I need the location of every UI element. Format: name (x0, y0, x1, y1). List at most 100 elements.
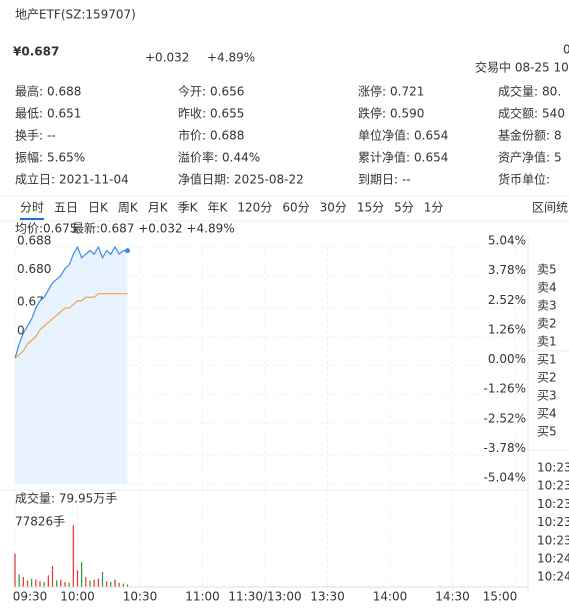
volume-bar (14, 553, 16, 587)
x-tick-label: 14:30 (435, 590, 470, 604)
status: 交易中 08-25 10: (475, 60, 569, 75)
y-tick-label: 0.680 (17, 262, 51, 276)
tab[interactable]: 1分 (424, 201, 444, 215)
change-pct: +4.89% (207, 51, 255, 65)
line-series (14, 245, 128, 359)
stat-value: 8 (554, 129, 562, 143)
tab[interactable]: 5分 (394, 201, 414, 215)
tab[interactable]: 区间统 (532, 201, 568, 215)
stat-value: 5 (554, 151, 562, 165)
stat-label: 今开: (178, 84, 206, 99)
volume-bar (64, 581, 66, 587)
order-book-label: 买5 (537, 425, 557, 439)
volume-bar (126, 584, 129, 587)
y2-tick-label: 2.52% (488, 293, 526, 307)
stat-value: 0.651 (47, 107, 81, 121)
stat-label: 昨收: (178, 107, 206, 121)
volume-bar (68, 582, 70, 587)
legend-latest: 最新:0.687 +0.032 +4.89% (72, 221, 235, 236)
tab[interactable]: 周K (118, 201, 139, 215)
stat-label: 跌停: (358, 106, 386, 121)
volume-bar (39, 581, 41, 587)
price: ¥0.687 (13, 45, 59, 59)
stat-label: 涨停: (358, 84, 386, 99)
volume-bar (31, 578, 33, 587)
stat-label: 最高: (15, 84, 43, 99)
tab[interactable]: 120分 (237, 201, 272, 215)
side-mark: 0 (563, 43, 569, 57)
stat-label: 最低: (15, 107, 43, 121)
stat-value: 0.655 (210, 107, 244, 121)
stat-label: 累计净值: (358, 150, 410, 165)
stat-value: 2021-11-04 (59, 173, 129, 187)
x-tick-label: 09:30 (13, 590, 48, 604)
stat-value: 0.721 (390, 85, 424, 99)
order-book-label: 卖4 (537, 281, 557, 295)
stat-value: 0.654 (414, 129, 448, 143)
tab[interactable]: 季K (178, 201, 199, 215)
volume-tick-label: 77826手 (15, 515, 65, 529)
y2-tick-label: 3.78% (488, 263, 526, 277)
stat-label: 振幅: (15, 150, 43, 165)
volume-bar (122, 583, 124, 587)
x-tick-label: 11:00 (185, 590, 220, 604)
stat-label: 到期日: (358, 173, 398, 187)
stat-value: 2025-08-22 (234, 173, 304, 187)
tab[interactable]: 月K (148, 201, 169, 215)
volume-bar (26, 580, 29, 587)
volume-bar (43, 581, 45, 587)
stat-label: 货币单位: (498, 172, 550, 187)
trade-time: 10:23 (537, 479, 569, 493)
y2-tick-label: 5.04% (488, 234, 526, 248)
volume-bar (47, 575, 49, 587)
volume-bar (60, 579, 62, 587)
volume-bar (51, 566, 54, 587)
volume-bar (110, 581, 112, 587)
order-book-label: 卖2 (537, 317, 557, 331)
y-tick-label: 0.688 (17, 234, 51, 248)
change: +0.032 (145, 51, 189, 65)
x-tick-label: 14:00 (373, 590, 408, 604)
volume-bar (97, 578, 99, 587)
stat-value: 5.65% (47, 151, 85, 165)
volume-bar (22, 576, 24, 587)
x-tick-label: 10:30 (123, 590, 158, 604)
x-tick-label: 13:30 (310, 590, 345, 604)
price-area (15, 247, 128, 484)
order-book-label: 卖3 (537, 299, 557, 313)
tab[interactable]: 60分 (282, 201, 309, 215)
trade-time: 10:23 (537, 515, 569, 529)
stat-value: 0.590 (390, 107, 424, 121)
tab[interactable]: 日K (88, 201, 109, 215)
volume-bar (93, 579, 95, 587)
legend-avg: 均价:0.675 (15, 222, 77, 236)
trade-time: 10:23 (537, 461, 569, 475)
latest-dot (125, 248, 130, 254)
tab[interactable]: 15分 (357, 201, 384, 215)
line-series (14, 293, 128, 359)
order-book-label: 买4 (537, 407, 557, 421)
volume-bar (106, 581, 108, 587)
stat-value: 0.656 (210, 85, 244, 99)
y2-tick-label: -2.52% (484, 411, 526, 425)
trade-time: 10:23 (537, 497, 569, 511)
volume-bar (76, 570, 79, 587)
volume-bar (118, 582, 120, 587)
stat-label: 资产净值: (498, 150, 550, 165)
volume-bar (18, 574, 20, 587)
volume-bar (85, 576, 87, 587)
x-tick-label: 10:00 (60, 590, 95, 604)
stat-value: 0.688 (47, 85, 81, 99)
tab[interactable]: 五日 (54, 201, 78, 215)
y2-tick-label: 1.26% (488, 322, 526, 336)
volume-bar (89, 580, 91, 587)
tab[interactable]: 年K (208, 201, 229, 215)
volume-bar (101, 571, 104, 587)
y2-tick-label: -1.26% (484, 382, 526, 396)
tab[interactable]: 30分 (320, 201, 347, 215)
tab[interactable]: 分时 (20, 201, 44, 215)
trade-time: 10:24 (537, 552, 569, 566)
stat-label: 溢价率: (178, 150, 218, 165)
order-book-label: 卖5 (537, 263, 557, 277)
